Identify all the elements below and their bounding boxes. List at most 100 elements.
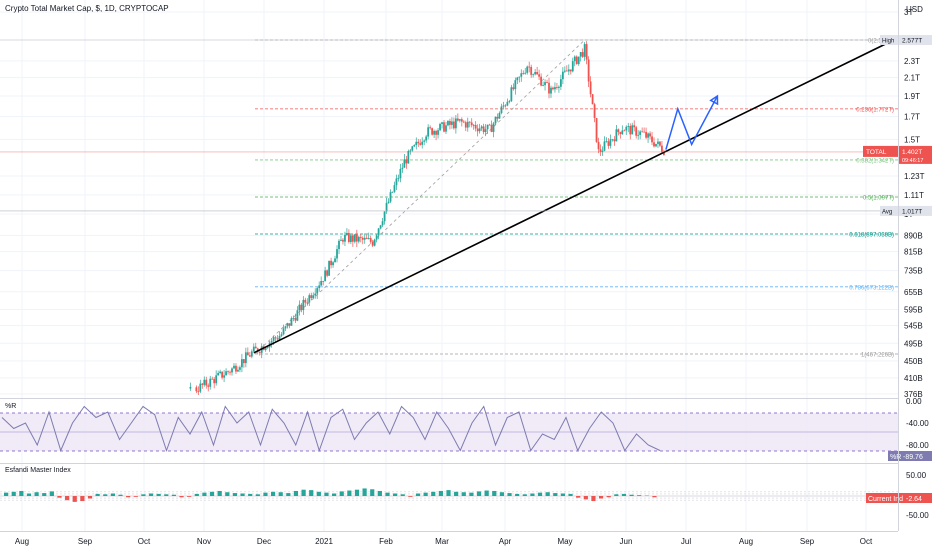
candle-body — [490, 124, 493, 132]
candle-body — [534, 72, 537, 75]
price-tick-label: 815B — [904, 248, 923, 257]
rsi-tick-label: -40.00 — [906, 419, 929, 428]
candle-body — [508, 101, 511, 102]
candle-body — [591, 94, 594, 105]
candle-body — [274, 337, 277, 339]
candle-body — [417, 141, 420, 144]
candle-body — [252, 346, 255, 352]
candle-body — [441, 122, 443, 124]
candle-body — [282, 328, 285, 335]
time-axis[interactable]: Aug Sep Oct Nov Dec 2021 Feb Mar Apr May Jun Jul Aug… — [15, 537, 873, 546]
price-tag-value-box — [899, 145, 932, 164]
candle-body — [349, 235, 352, 242]
candle-body — [504, 105, 507, 107]
candle-body — [296, 310, 299, 321]
price-tag-value: 2.577T — [902, 38, 922, 45]
index-bar — [118, 494, 123, 496]
candle-body — [427, 127, 430, 137]
index-bar — [4, 492, 9, 496]
index-bar — [293, 490, 299, 496]
time-tick-label: Feb — [379, 537, 393, 546]
index-bar — [629, 494, 634, 496]
candle-body — [397, 178, 400, 180]
candle-body — [655, 143, 657, 147]
price-tag-value: 1.017T — [902, 208, 922, 215]
candle-body — [270, 340, 273, 343]
index-bar — [72, 496, 77, 502]
index-bar — [255, 494, 260, 496]
candle-body — [250, 351, 253, 357]
candle-body — [649, 133, 651, 137]
candle-body — [199, 383, 202, 392]
index-bar — [194, 493, 199, 496]
candle-body — [371, 241, 374, 246]
candle-body — [395, 178, 398, 186]
index-bar — [133, 496, 138, 497]
index-tick-label: -50.00 — [906, 511, 929, 520]
candle-body — [548, 82, 550, 94]
candle-body — [387, 201, 390, 203]
index-bar — [225, 492, 230, 496]
candle-body — [613, 139, 616, 142]
candle-body — [389, 192, 392, 202]
index-bar — [492, 490, 497, 496]
candle-body — [369, 238, 372, 242]
projection-path[interactable] — [665, 95, 719, 150]
fib-level-label: 0.5(1.097T) — [863, 196, 894, 202]
index-bar — [362, 488, 367, 496]
index-bar — [103, 494, 108, 496]
index-bar — [537, 492, 543, 496]
candle-body — [579, 52, 582, 57]
time-tick-label: Sep — [78, 537, 93, 546]
index-bar — [270, 491, 276, 496]
index-bar — [553, 493, 558, 496]
index-bar — [652, 496, 657, 498]
chart-title: Crypto Total Market Cap, $, 1D, CRYPTOCA… — [5, 4, 169, 13]
candle-body — [621, 130, 624, 135]
fib-level-label: 0.382(1.342T) — [856, 158, 894, 164]
candle-body — [225, 371, 227, 376]
candle-body — [597, 141, 600, 150]
candle-body — [336, 249, 338, 259]
index-bar — [637, 495, 642, 496]
candle-body — [611, 139, 614, 141]
rsi-axis[interactable]: 0.00 -40.00 -80.00 — [906, 397, 929, 450]
trendline[interactable] — [253, 39, 895, 354]
price-tick-label: 410B — [904, 374, 923, 383]
candle-body — [637, 134, 640, 136]
candle-body — [447, 121, 449, 126]
time-tick-label: 2021 — [315, 537, 333, 546]
candle-body — [599, 149, 602, 152]
index-bar — [446, 490, 451, 496]
time-tick-label: Jun — [620, 537, 633, 546]
candle-body — [581, 52, 584, 57]
candle-body — [359, 236, 362, 238]
candle-body — [266, 347, 269, 349]
candle-body — [344, 234, 346, 242]
candle-body — [314, 293, 317, 296]
index-bar — [484, 490, 489, 496]
price-axis[interactable]: 3T2.3T2.1T1.9T1.7T1.5T1.23T1.11T1T890B81… — [904, 8, 925, 399]
candle-body — [468, 121, 471, 123]
candle-body — [221, 371, 224, 378]
candle-body — [544, 82, 546, 86]
index-bar — [19, 490, 24, 496]
index-bar — [11, 491, 16, 496]
index-bar — [179, 496, 184, 498]
candle-body — [573, 56, 576, 62]
index-axis[interactable]: 50.00 -50.00 — [906, 471, 929, 520]
candle-body — [320, 280, 323, 286]
candle-body — [219, 371, 222, 374]
candle-body — [563, 70, 566, 72]
candle-body — [365, 237, 368, 239]
price-tick-label: 890B — [904, 231, 923, 240]
candle-body — [593, 104, 596, 119]
candle-body — [421, 141, 424, 145]
candle-body — [407, 151, 410, 164]
price-tags: High 2.577T TOTAL 1.402T 09:46:17 Avg 1.017T — [0, 35, 932, 216]
candle-body — [302, 299, 305, 311]
candle-body — [237, 369, 239, 372]
candle-body — [229, 371, 231, 373]
candle-body — [393, 185, 396, 192]
